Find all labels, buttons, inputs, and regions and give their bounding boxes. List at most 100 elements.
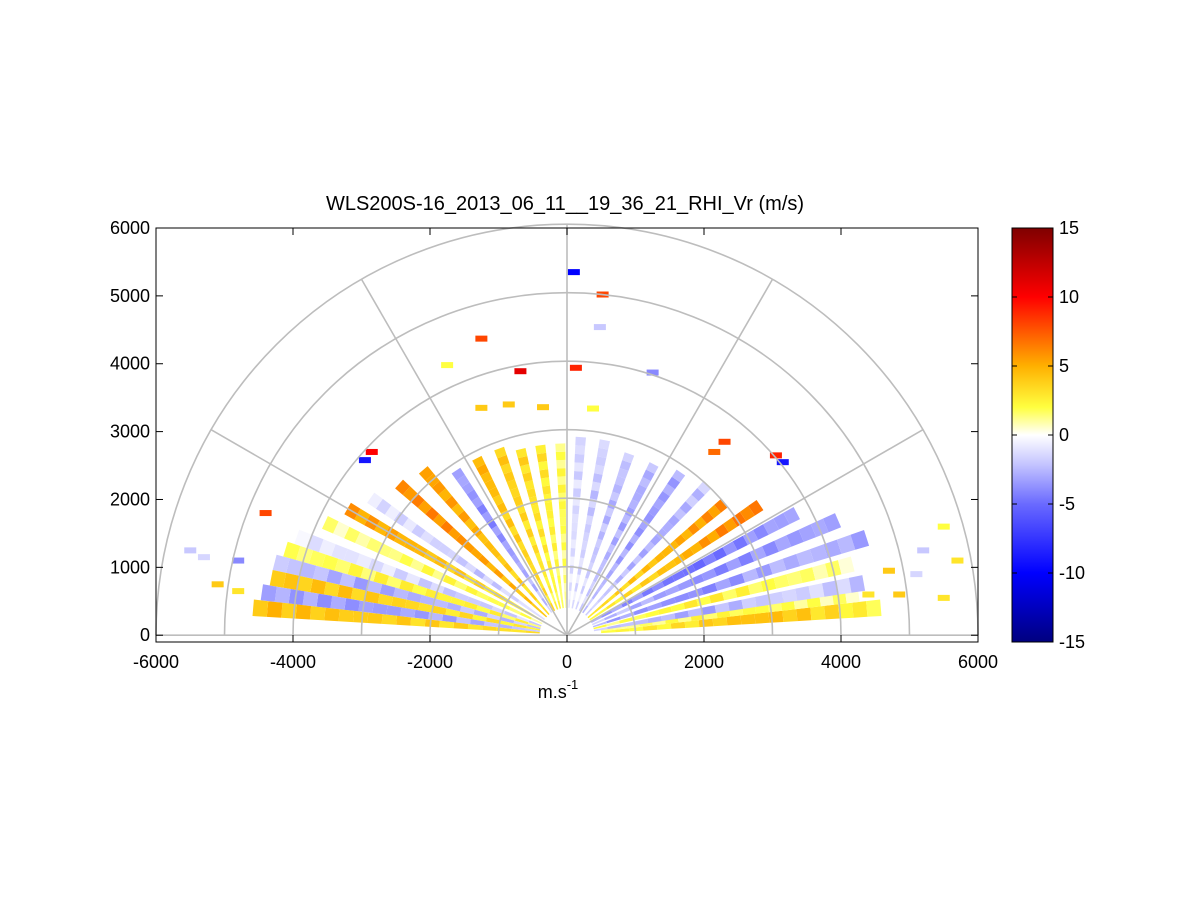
velocity-cell [504,610,518,619]
velocity-cell [728,573,745,587]
velocity-cell [573,471,583,481]
velocity-cell [411,524,426,538]
velocity-point [232,588,245,595]
velocity-cell [557,575,562,584]
velocity-point [475,335,488,342]
velocity-point [358,457,371,464]
velocity-cell [614,528,624,539]
velocity-cell [386,605,402,617]
velocity-point [441,362,454,369]
velocity-point [893,591,906,598]
velocity-cell [499,620,514,627]
velocity-cell [513,533,522,544]
velocity-cell [642,469,655,482]
velocity-point [514,368,527,375]
velocity-cell [674,610,689,619]
velocity-cell [504,517,515,529]
velocity-cell [324,607,340,622]
velocity-cell [632,554,643,565]
velocity-cell [444,495,459,509]
velocity-cell [572,505,580,515]
velocity-cell [667,540,679,552]
velocity-cell [379,584,396,597]
velocity-cell [635,484,647,496]
velocity-cell [479,601,494,610]
velocity-cell [322,516,339,534]
velocity-cell [529,591,538,601]
velocity-cell [286,558,303,576]
velocity-cell [657,606,672,615]
velocity-cell [366,537,382,553]
velocity-cell [496,554,507,566]
velocity-cell [643,512,655,524]
velocity-cell [446,602,462,612]
velocity-cell [568,582,573,591]
velocity-cell [466,489,479,502]
velocity-cell [763,518,780,535]
velocity-cell [429,536,443,550]
velocity-cell [709,592,725,604]
velocity-cell [571,530,577,540]
velocity-cell [343,548,360,565]
velocity-cell [506,479,518,491]
velocity-cell [651,581,665,592]
velocity-cell [399,553,414,567]
velocity-cell [582,532,590,542]
velocity-point [862,591,875,598]
velocity-cell [574,462,584,472]
velocity-cell [687,607,703,617]
velocity-cell [742,530,759,545]
velocity-cell [723,517,738,533]
velocity-cell [662,483,675,497]
plot-area: -6000 -4000 -2000 0 2000 4000 6000 0 1000 2000 30… [110,218,998,672]
velocity-cell [508,606,521,615]
velocity-cell [602,588,612,597]
velocity-cell [461,482,475,495]
polar-grid [155,223,979,637]
velocity-cell [701,568,717,582]
colorbar-tick-label: 5 [1059,356,1069,376]
velocity-cell [570,556,575,566]
velocity-cell [393,587,409,600]
velocity-cell [550,593,556,602]
velocity-cell [602,515,612,525]
velocity-cell [608,581,618,591]
velocity-cell [522,519,532,531]
velocity-cell [604,507,614,518]
velocity-cell [586,598,594,607]
velocity-cell [626,561,637,572]
velocity-cell [722,541,738,556]
velocity-cell [549,602,556,612]
velocity-cell [377,593,394,606]
velocity-cell [667,476,681,490]
velocity-cell [600,558,608,568]
velocity-cell [753,524,769,540]
velocity-cell [670,602,685,612]
grid-spoke [566,278,774,636]
velocity-cell [516,577,526,587]
velocity-cell [316,593,333,609]
velocity-cell [582,605,589,614]
velocity-cell [706,529,721,544]
velocity-cell [524,480,535,490]
velocity-cell [402,486,418,502]
velocity-cell [529,564,537,574]
velocity-cell [601,629,616,634]
velocity-cell [542,485,551,495]
velocity-cell [541,597,548,606]
velocity-cell [517,600,528,609]
velocity-cell [431,480,446,495]
velocity-cell [680,528,693,541]
velocity-cell [681,547,695,560]
velocity-cell [455,555,469,568]
velocity-cell [597,607,608,615]
velocity-cell [682,564,696,577]
velocity-cell [774,535,792,552]
velocity-cell [451,503,465,516]
velocity-cell [656,565,669,577]
velocity-cell [338,609,354,623]
velocity-point [232,557,245,564]
velocity-cell [707,504,721,519]
velocity-cell [471,496,484,509]
